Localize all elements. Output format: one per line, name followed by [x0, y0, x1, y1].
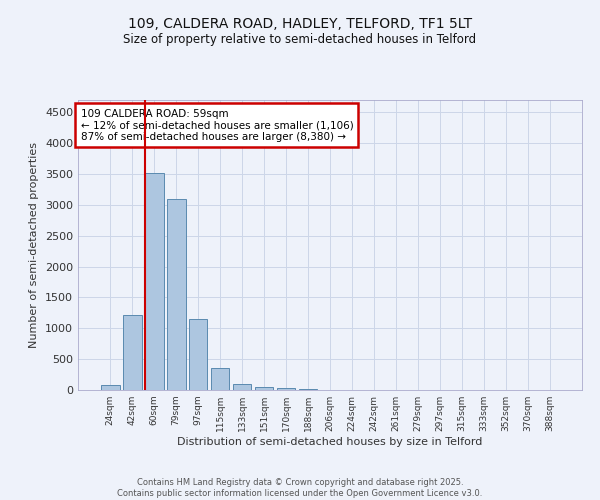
Bar	[123, 314, 142, 390]
Y-axis label: Number of semi-detached properties: Number of semi-detached properties	[29, 142, 40, 348]
Text: Contains HM Land Registry data © Crown copyright and database right 2025.
Contai: Contains HM Land Registry data © Crown c…	[118, 478, 482, 498]
Bar	[101, 385, 119, 390]
Text: 109 CALDERA ROAD: 59sqm
← 12% of semi-detached houses are smaller (1,106)
87% of: 109 CALDERA ROAD: 59sqm ← 12% of semi-de…	[80, 108, 353, 142]
Bar	[167, 198, 185, 390]
Text: Size of property relative to semi-detached houses in Telford: Size of property relative to semi-detach…	[124, 32, 476, 46]
Bar	[233, 384, 251, 390]
Bar	[189, 319, 208, 390]
Bar	[211, 368, 229, 390]
Bar	[255, 386, 274, 390]
X-axis label: Distribution of semi-detached houses by size in Telford: Distribution of semi-detached houses by …	[178, 437, 482, 447]
Text: 109, CALDERA ROAD, HADLEY, TELFORD, TF1 5LT: 109, CALDERA ROAD, HADLEY, TELFORD, TF1 …	[128, 18, 472, 32]
Bar	[277, 388, 295, 390]
Bar	[145, 173, 164, 390]
